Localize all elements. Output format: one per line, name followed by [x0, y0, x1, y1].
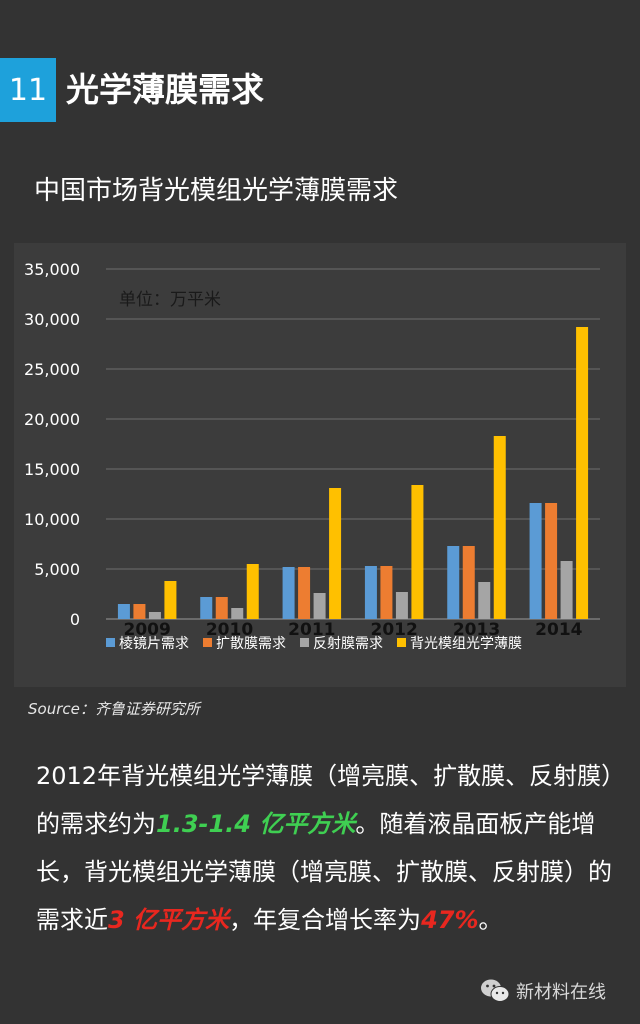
- y-tick-label: 0: [70, 610, 80, 629]
- bar-2011-2: [298, 567, 311, 619]
- legend-swatch: [203, 638, 212, 647]
- section-header: 11 光学薄膜需求: [0, 58, 640, 122]
- chart-subtitle: 中国市场背光模组光学薄膜需求: [34, 176, 399, 206]
- x-tick-label: 2013: [453, 620, 500, 640]
- bar-2010-2: [215, 597, 228, 619]
- bar-2011-3: [313, 593, 326, 619]
- bar-2009-4: [164, 581, 177, 619]
- bar-2012-4: [411, 485, 424, 619]
- bar-2009-1: [117, 604, 130, 619]
- y-tick-label: 35,000: [24, 260, 80, 279]
- bar-2013-3: [478, 582, 491, 619]
- description-paragraph: 2012年背光模组光学薄膜（增亮膜、扩散膜、反射膜）的需求约为1.3-1.4 亿…: [36, 752, 616, 944]
- watermark-text: 新材料在线: [516, 982, 606, 1003]
- bar-2010-1: [200, 597, 213, 619]
- legend-label: 扩散膜需求: [216, 636, 286, 652]
- x-tick-label: 2011: [288, 620, 335, 640]
- y-tick-label: 20,000: [24, 410, 80, 429]
- bar-2013-2: [462, 546, 475, 619]
- y-tick-label: 5,000: [34, 560, 80, 579]
- bar-2011-4: [329, 488, 342, 619]
- x-tick-label: 2010: [206, 620, 253, 640]
- watermark: 新材料在线: [480, 976, 606, 1006]
- paragraph-text: 。随着液晶面板产能增长，背光模组光学薄膜（增亮膜、扩散膜、反射膜）的需求近: [36, 810, 612, 934]
- y-tick-label: 30,000: [24, 310, 80, 329]
- wechat-icon: [481, 979, 510, 1002]
- bar-2012-1: [364, 566, 377, 619]
- bar-2009-2: [133, 604, 146, 619]
- legend-swatch: [300, 638, 309, 647]
- highlight-future-demand: 3 亿平方米: [108, 906, 230, 934]
- legend-label: 棱镜片需求: [119, 636, 189, 652]
- highlight-cagr: 47%: [421, 906, 479, 934]
- bar-2014-4: [576, 327, 589, 619]
- paragraph-text: ，年复合增长率为: [229, 906, 422, 934]
- source-note: Source：齐鲁证券研究所: [28, 700, 200, 718]
- section-number: 11: [0, 58, 56, 122]
- bar-2014-3: [560, 561, 573, 619]
- x-tick-label: 2009: [124, 620, 171, 640]
- y-tick-label: 15,000: [24, 460, 80, 479]
- x-tick-label: 2012: [371, 620, 418, 640]
- legend-swatch: [106, 638, 115, 647]
- bar-2009-3: [148, 612, 161, 619]
- paragraph-text: 。: [478, 906, 503, 934]
- bar-2012-3: [395, 592, 408, 619]
- bar-chart: 0 5,000 10,000 15,000 20,000 25,000 30,000 35,0…: [24, 260, 600, 652]
- bar-2014-2: [545, 503, 558, 619]
- unit-label: 单位：万平米: [119, 290, 221, 310]
- y-tick-label: 25,000: [24, 360, 80, 379]
- bar-2013-1: [447, 546, 460, 619]
- bar-2014-1: [529, 503, 542, 619]
- bar-2010-3: [231, 608, 244, 619]
- highlight-2012-demand: 1.3-1.4 亿平方米: [156, 810, 356, 838]
- bar-2011-1: [282, 567, 295, 619]
- bar-2010-4: [246, 564, 259, 619]
- legend-label: 反射膜需求: [313, 636, 383, 652]
- chart-panel: 0 5,000 10,000 15,000 20,000 25,000 30,000 35,0…: [14, 243, 626, 687]
- page-title: 光学薄膜需求: [66, 70, 264, 109]
- y-tick-label: 10,000: [24, 510, 80, 529]
- legend-label: 背光模组光学薄膜: [410, 636, 522, 652]
- bar-2013-4: [493, 436, 506, 619]
- x-tick-label: 2014: [535, 620, 582, 640]
- bar-2012-2: [380, 566, 393, 619]
- legend-swatch: [397, 638, 406, 647]
- paragraph-text: 2012年背光模组光学薄膜（增亮膜、扩散膜、反射膜）的需求约为: [36, 762, 614, 838]
